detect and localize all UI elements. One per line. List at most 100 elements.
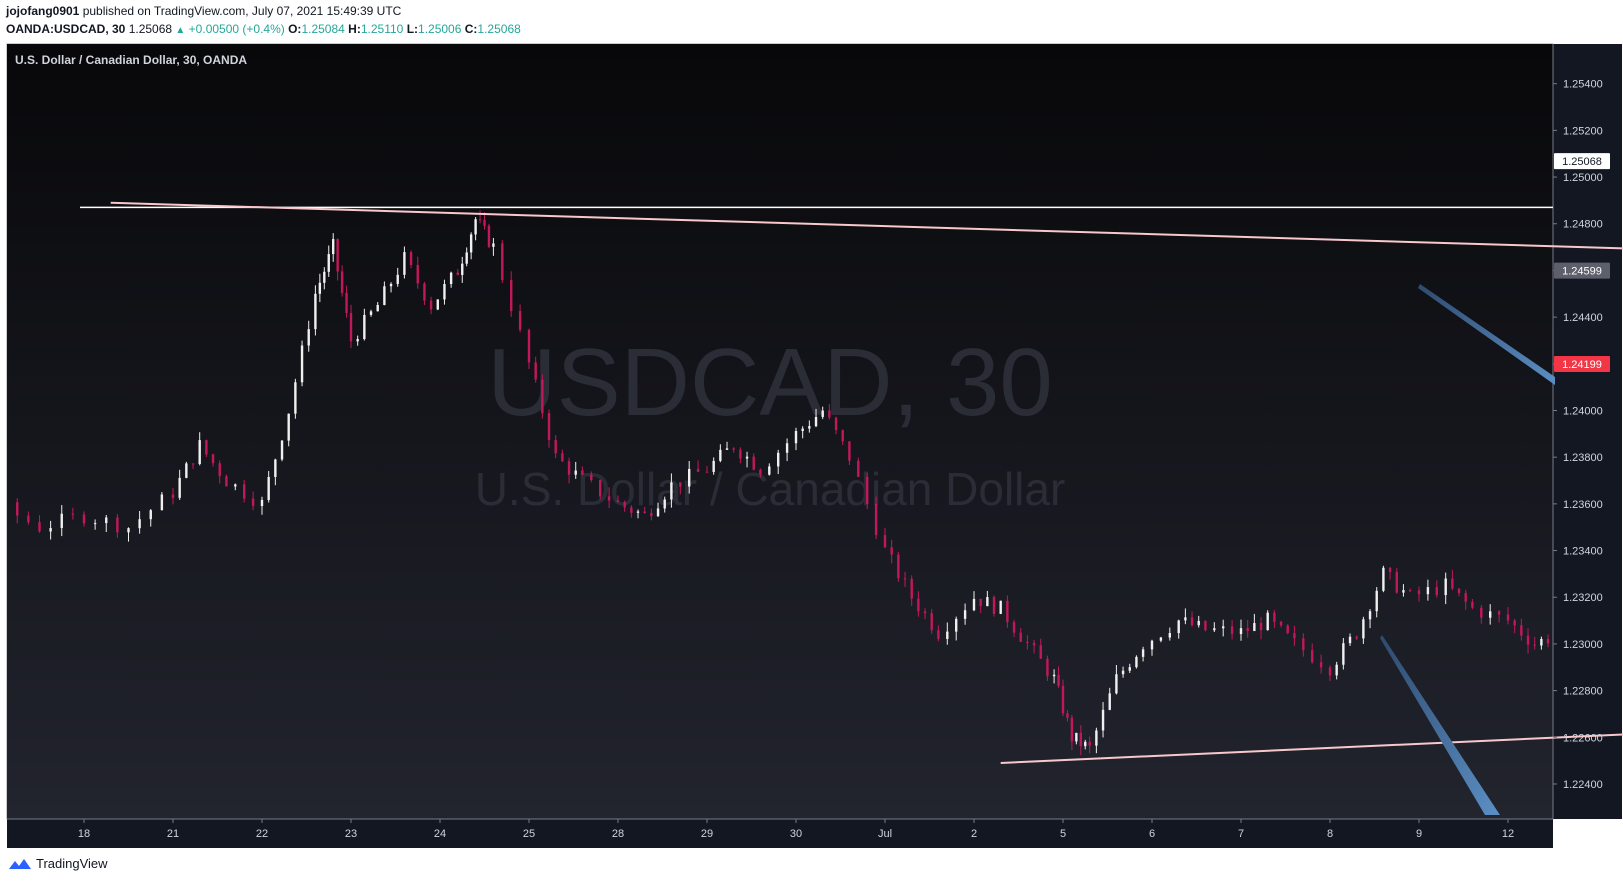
candle-body (1311, 650, 1314, 663)
footer-brand[interactable]: TradingView (36, 856, 108, 871)
time-axis-panel[interactable] (7, 819, 1553, 848)
candle-body (429, 300, 433, 310)
candle-body (1246, 628, 1249, 632)
candle-body (834, 417, 838, 431)
candle-body (1348, 636, 1352, 644)
candle-body (218, 463, 221, 477)
candle-body (599, 480, 602, 497)
x-tick-label: 21 (167, 828, 179, 840)
candle-body (1395, 572, 1398, 593)
candles-layer (16, 210, 1550, 756)
candle-body (623, 501, 626, 508)
candle-body (1540, 639, 1543, 646)
x-tick-label: 24 (434, 828, 446, 840)
candle-body (785, 443, 789, 453)
candle-body (910, 578, 913, 599)
candle-body (449, 272, 453, 284)
candle-body (71, 513, 75, 515)
candle-body (1513, 620, 1516, 626)
candle-body (336, 239, 339, 272)
y-tick-label: 1.25000 (1563, 172, 1603, 184)
candle-body (923, 611, 927, 614)
price-axis-panel[interactable] (1553, 44, 1622, 819)
candle-body (670, 482, 673, 500)
candle-body (318, 282, 322, 294)
y-tick-label: 1.23600 (1563, 499, 1603, 511)
candle-body (487, 225, 491, 247)
candle-body (416, 265, 419, 284)
price-label-entry-box (1554, 262, 1610, 279)
candle-body (1286, 625, 1289, 634)
candle-body (1032, 642, 1036, 646)
y-tick-label: 1.22600 (1563, 732, 1603, 744)
candle-body (1382, 567, 1385, 591)
x-tick-label: 18 (78, 828, 90, 840)
candle-body (937, 630, 940, 639)
author-name[interactable]: jojofang0901 (6, 4, 80, 18)
candle-body (356, 339, 359, 342)
y-tick-label: 1.23000 (1563, 639, 1603, 651)
candle-body (643, 511, 646, 513)
candle-body (1006, 600, 1009, 623)
candle-body (1435, 587, 1438, 596)
candle-body (1046, 658, 1049, 677)
price-label-last-box (1554, 153, 1610, 170)
x-tick-label: 28 (612, 828, 624, 840)
symbol-watermark: USDCAD, 30 U.S. Dollar / Canadian Dollar (475, 329, 1066, 515)
candle-body (1451, 578, 1454, 589)
candle-body (917, 598, 920, 612)
candle-body (1197, 620, 1200, 626)
candle-body (349, 313, 353, 342)
candle-body (955, 618, 958, 632)
footer: TradingView (8, 856, 108, 871)
candle-body (663, 499, 666, 509)
candle-body (478, 219, 482, 221)
candle-body (396, 274, 399, 284)
open-label: O: (288, 22, 302, 36)
candle-body (1526, 635, 1530, 645)
candle-body (725, 448, 729, 450)
candle-body (1108, 693, 1111, 710)
candle-body (294, 382, 297, 414)
candle-body (332, 239, 335, 255)
candle-body (27, 515, 30, 523)
candle-body (436, 299, 439, 310)
candle-body (1222, 626, 1225, 629)
candle-body (1279, 621, 1283, 626)
y-tick-label: 1.23400 (1563, 546, 1603, 558)
x-tick-label: 5 (1060, 828, 1066, 840)
candle-body (883, 535, 887, 548)
candle-body (469, 234, 473, 253)
plot-background (7, 44, 1553, 819)
candle-body (1204, 620, 1207, 631)
candle-body (510, 279, 513, 312)
candle-body (465, 252, 468, 264)
price-label-stop: 1.24199 (1562, 359, 1602, 371)
y-tick-label: 1.25400 (1563, 79, 1603, 91)
candle-body (547, 413, 551, 440)
y-tick-label: 1.24000 (1563, 405, 1603, 417)
candle-body (777, 452, 780, 467)
x-tick-label: 6 (1149, 828, 1155, 840)
candle-body (688, 468, 691, 487)
y-tick-label: 1.23200 (1563, 592, 1603, 604)
x-tick-label: Jul (878, 828, 892, 840)
y-tick-label: 1.23800 (1563, 452, 1603, 464)
y-tick-label: 1.25200 (1563, 125, 1603, 137)
candle-body (979, 598, 982, 607)
candle-body (541, 379, 544, 414)
candle-body (1084, 741, 1087, 747)
candle-body (105, 517, 108, 524)
low-label: L: (406, 22, 419, 36)
candle-body (171, 494, 175, 498)
up-triangle-icon: ▲ (175, 25, 186, 36)
candle-body (1213, 628, 1216, 631)
trendlines-layer[interactable] (80, 184, 1623, 764)
candle-body (650, 512, 653, 517)
candle-body (814, 416, 818, 427)
x-tick-label: 25 (523, 828, 535, 840)
candle-body (1026, 641, 1029, 643)
price-change: +0.00500 (+0.4%) (188, 22, 285, 36)
candle-body (1168, 633, 1171, 638)
